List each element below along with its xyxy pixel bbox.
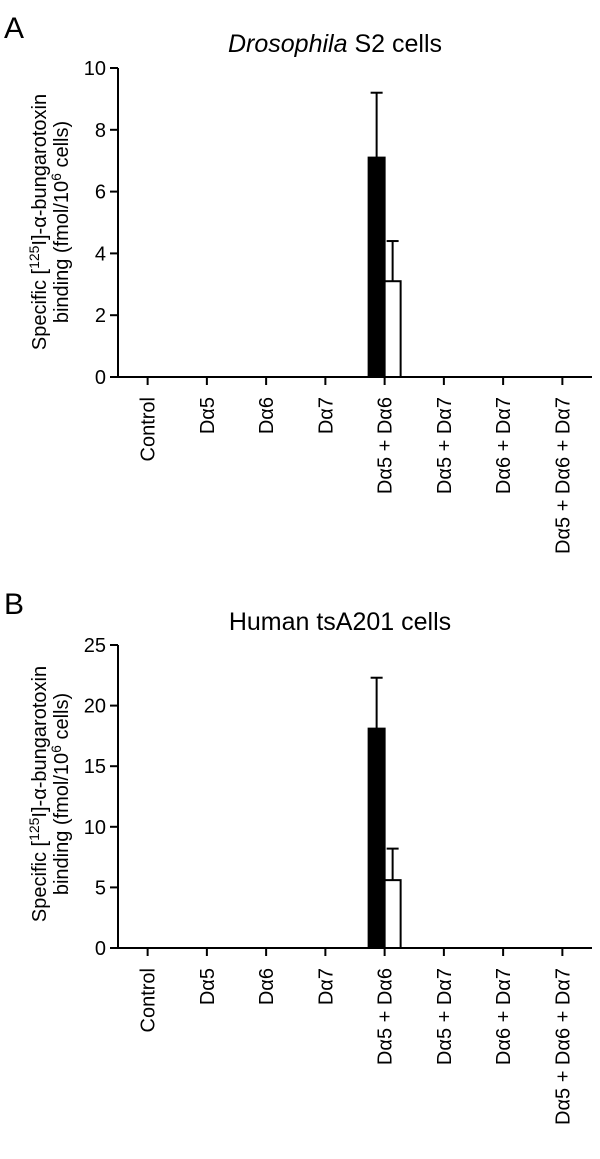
panel-a-y-tick-label: 10 (84, 58, 106, 80)
panel-a-title: Drosophila S2 cells (228, 30, 442, 58)
panel-b-category-label: Dα6 + Dα7 (493, 968, 515, 1065)
panel-b-ylabel-line2: binding (fmol/106 cells) (48, 693, 73, 895)
panel-b-y-tick-label: 15 (84, 756, 106, 778)
panel-a-letter: A (4, 12, 24, 45)
panel-a-ylabel-line1: Specific [125I]-α-bungarotoxin (26, 94, 51, 350)
panel-a-bar (383, 280, 402, 378)
panel-b-ylabel-line1: Specific [125I]-α-bungarotoxin (26, 666, 51, 922)
panel-a: A Drosophila S2 cells Specific [125I]-α-… (4, 12, 592, 554)
panel-a-category-label: Dα5 + Dα6 (375, 397, 397, 494)
panel-a-y-tick-label: 0 (95, 367, 106, 389)
panel-a-y-tick-label: 2 (95, 305, 106, 327)
panel-a-category-label: Dα5 + Dα7 (434, 397, 456, 494)
panel-a-y-tick-label: 4 (95, 243, 106, 265)
panel-b-category-label: Dα5 + Dα6 (375, 968, 397, 1065)
panel-a-plot: 0 2 4 6 8 10 Control Dα5 Dα6 Dα7 Dα5 + Dα6 Dα5 + Dα… (84, 58, 592, 554)
panel-b-title-rest: Human tsA201 cells (229, 608, 451, 636)
panel-a-category-label: Dα6 + Dα7 (493, 397, 515, 494)
panel-b-category-label: Dα5 + Dα6 + Dα7 (552, 968, 574, 1125)
panel-b-category-label: Dα5 + Dα7 (434, 968, 456, 1065)
panel-a-title-rest: S2 cells (348, 30, 442, 58)
panel-b-category-label: Control (138, 968, 160, 1032)
panel-b: B Human tsA201 cells Specific [125I]-α-b… (4, 588, 592, 1125)
panel-b-category-label: Dα6 (256, 968, 278, 1005)
panel-a-category-label: Dα5 + Dα6 + Dα7 (552, 397, 574, 554)
panel-a-category-label: Dα6 (256, 397, 278, 434)
panel-b-plot: 0 5 10 15 20 25 Control Dα5 Dα6 Dα7 Dα5 + Dα6 Dα5 +… (84, 635, 592, 1125)
panel-b-letter: B (4, 588, 24, 621)
panel-b-ylabel: Specific [125I]-α-bungarotoxin binding (… (26, 666, 73, 922)
panel-a-category-label: Dα7 (315, 397, 337, 434)
panel-b-y-tick-label: 20 (84, 696, 106, 718)
panel-a-y-tick-label: 8 (95, 120, 106, 142)
panel-a-category-label: Control (138, 397, 160, 461)
panel-a-ylabel-line2: binding (fmol/106 cells) (48, 121, 73, 323)
panel-a-category-label: Dα5 (197, 397, 219, 434)
panel-a-y-tick-label: 6 (95, 182, 106, 204)
panel-b-y-tick-label: 25 (84, 635, 106, 657)
panel-a-title-italic: Drosophila (228, 30, 348, 58)
panel-b-bar (367, 727, 386, 949)
panel-b-category-label: Dα5 (197, 968, 219, 1005)
panel-b-bar (383, 879, 402, 949)
panel-b-y-tick-label: 0 (95, 938, 106, 960)
panel-b-title: Human tsA201 cells (229, 608, 451, 636)
panel-b-category-label: Dα7 (315, 968, 337, 1005)
panel-a-bar (367, 156, 386, 378)
panel-b-y-tick-label: 5 (95, 877, 106, 899)
panel-a-ylabel: Specific [125I]-α-bungarotoxin binding (… (26, 94, 73, 350)
panel-b-y-tick-label: 10 (84, 817, 106, 839)
